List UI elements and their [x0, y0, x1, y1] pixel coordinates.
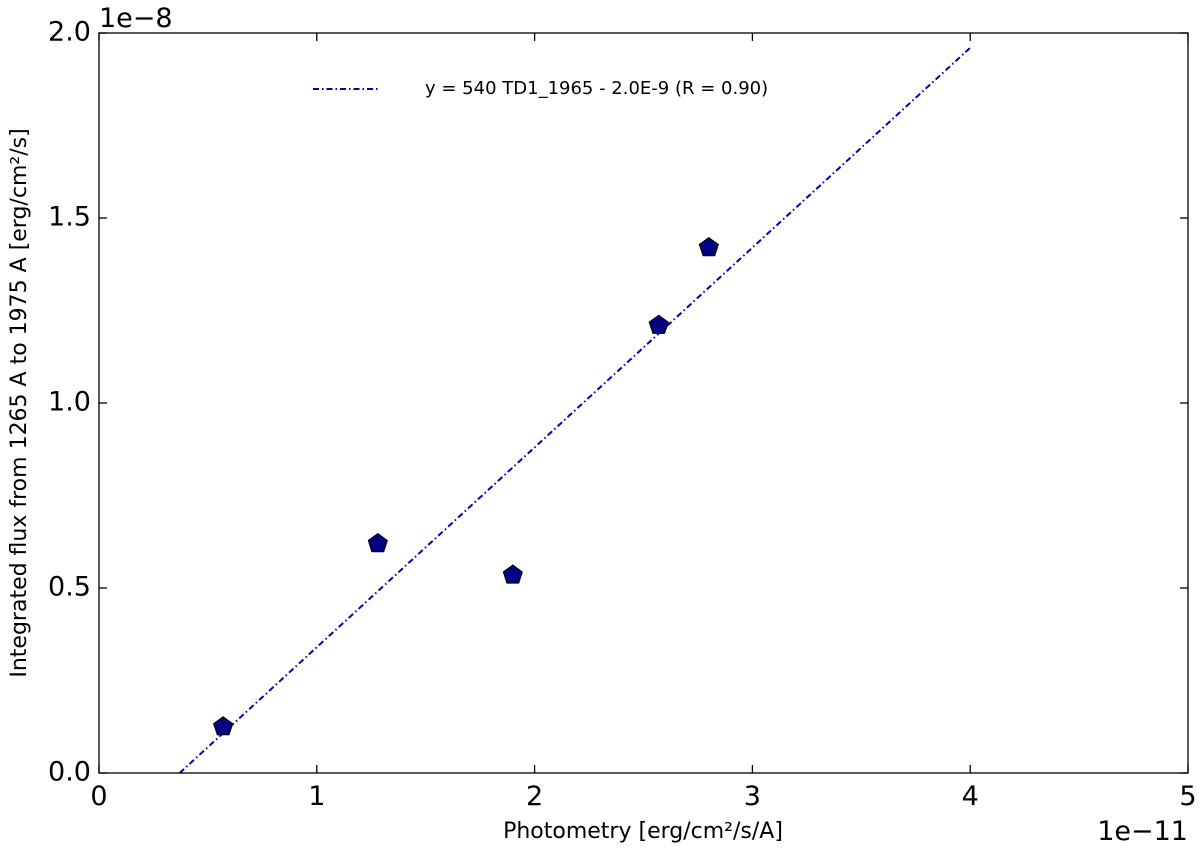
x-tick-label: 0	[90, 781, 107, 812]
y-tick-label: 0.5	[48, 572, 91, 603]
x-axis-multiplier: 1e−11	[1097, 816, 1188, 847]
legend: y = 540 TD1_1965 - 2.0E-9 (R = 0.90)	[313, 78, 768, 99]
data-point	[502, 564, 523, 584]
y-tick-label: 1.0	[48, 387, 91, 418]
x-tick-label: 4	[962, 781, 979, 812]
x-axis-label: Photometry [erg/cm²/s/A]	[503, 819, 783, 844]
x-tick-label: 2	[526, 781, 543, 812]
y-tick-label: 1.5	[48, 202, 91, 233]
y-axis-multiplier: 1e−8	[99, 3, 173, 34]
x-tick-label: 1	[308, 781, 325, 812]
data-point	[367, 532, 388, 553]
y-tick-label: 0.0	[48, 757, 91, 788]
data-point	[213, 716, 234, 736]
y-tick-label: 2.0	[48, 17, 91, 48]
x-tick-label: 3	[744, 781, 761, 812]
x-tick-label: 5	[1179, 781, 1196, 812]
fit-line	[178, 47, 971, 774]
data-point	[698, 236, 719, 257]
legend-fit-label: y = 540 TD1_1965 - 2.0E-9 (R = 0.90)	[425, 78, 768, 99]
plot-frame	[98, 32, 1189, 774]
y-axis-label: Integrated flux from 1265 A to 1975 A [e…	[7, 128, 32, 677]
data-point	[648, 314, 669, 334]
